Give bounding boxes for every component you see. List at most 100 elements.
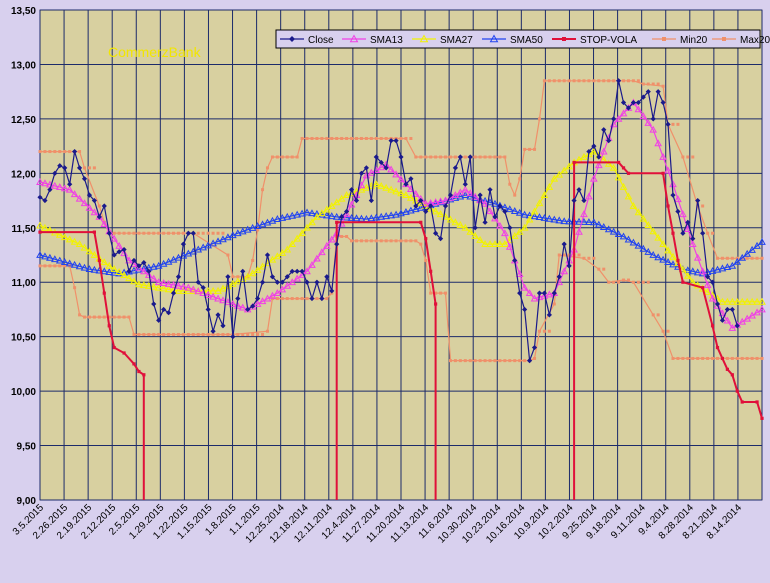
series-marker	[308, 260, 316, 268]
series-marker	[172, 231, 176, 235]
series-marker	[671, 231, 675, 235]
series-marker	[273, 215, 282, 222]
series-marker	[630, 99, 637, 106]
series-marker	[38, 150, 42, 154]
series-marker	[738, 253, 747, 261]
series-marker	[100, 258, 109, 266]
y-tick-label: 12,50	[11, 115, 36, 126]
series-marker	[102, 315, 106, 319]
series-marker	[719, 317, 726, 323]
series-marker	[261, 332, 265, 336]
series-marker	[686, 155, 690, 159]
series-marker	[550, 215, 559, 223]
series-marker	[659, 240, 667, 248]
series-marker	[136, 263, 142, 269]
series-marker	[713, 301, 722, 309]
series-marker	[393, 138, 399, 144]
series-marker	[384, 239, 388, 243]
series-marker	[122, 315, 126, 319]
series-marker	[230, 334, 236, 340]
series-marker	[359, 239, 363, 243]
series-marker	[523, 359, 527, 363]
series-marker	[429, 291, 433, 295]
series-marker	[433, 230, 439, 236]
series-marker	[402, 191, 410, 199]
series-marker	[189, 285, 198, 293]
series-marker	[421, 199, 430, 207]
series-marker	[273, 252, 282, 260]
series-marker	[340, 136, 344, 140]
series-marker	[725, 367, 729, 371]
series-marker	[206, 231, 210, 235]
series-marker	[121, 246, 127, 253]
series-marker	[596, 154, 602, 160]
series-marker	[38, 230, 42, 234]
series-marker	[706, 231, 710, 235]
series-marker	[701, 286, 705, 290]
series-marker	[75, 194, 84, 202]
series-marker	[597, 79, 601, 83]
series-marker	[624, 235, 633, 243]
series-marker	[626, 278, 630, 282]
series-marker	[107, 315, 111, 319]
series-marker	[560, 217, 569, 225]
series-marker	[268, 216, 277, 224]
series-marker	[665, 121, 671, 127]
series-marker	[486, 240, 494, 248]
series-marker	[651, 82, 655, 86]
series-marker	[444, 291, 448, 295]
legend-label: Min20	[680, 35, 708, 46]
series-marker	[533, 356, 537, 360]
series-marker	[325, 297, 329, 301]
series-marker	[555, 170, 564, 178]
series-marker	[508, 359, 512, 363]
series-marker	[125, 256, 133, 264]
series-marker	[298, 209, 306, 217]
series-marker	[142, 373, 146, 377]
series-marker	[545, 214, 554, 222]
series-marker	[176, 231, 180, 235]
series-marker	[722, 37, 726, 41]
series-marker	[409, 136, 413, 140]
series-marker	[676, 356, 680, 360]
series-marker	[303, 267, 311, 275]
series-marker	[555, 216, 564, 224]
series-marker	[149, 274, 158, 282]
series-marker	[132, 332, 136, 336]
series-marker	[43, 264, 47, 268]
series-marker	[288, 278, 297, 286]
series-marker	[609, 227, 618, 235]
series-marker	[650, 116, 656, 122]
series-marker	[481, 199, 489, 207]
series-marker	[644, 221, 653, 228]
series-marker	[463, 359, 467, 363]
series-marker	[65, 235, 74, 243]
series-marker	[428, 203, 434, 209]
series-marker	[512, 257, 518, 264]
series-marker	[629, 238, 638, 246]
series-marker	[335, 220, 339, 224]
series-marker	[448, 155, 452, 159]
series-marker	[357, 214, 366, 222]
series-marker	[167, 332, 171, 336]
series-marker	[567, 253, 571, 257]
series-marker	[477, 192, 483, 198]
series-marker	[107, 324, 111, 328]
series-marker	[656, 82, 660, 86]
series-marker	[377, 212, 386, 220]
series-marker	[447, 192, 454, 198]
series-marker	[50, 181, 59, 189]
series-marker	[688, 240, 697, 248]
series-layer	[36, 78, 766, 500]
series-marker	[531, 344, 538, 351]
series-marker	[431, 199, 440, 207]
series-marker	[491, 214, 499, 222]
series-marker	[681, 155, 685, 159]
series-marker	[72, 148, 78, 155]
series-marker	[640, 94, 646, 100]
series-marker	[180, 241, 187, 247]
watermark-text: CommerzBank	[108, 44, 202, 60]
series-marker	[649, 227, 658, 235]
series-marker	[515, 208, 524, 216]
series-marker	[518, 177, 522, 181]
